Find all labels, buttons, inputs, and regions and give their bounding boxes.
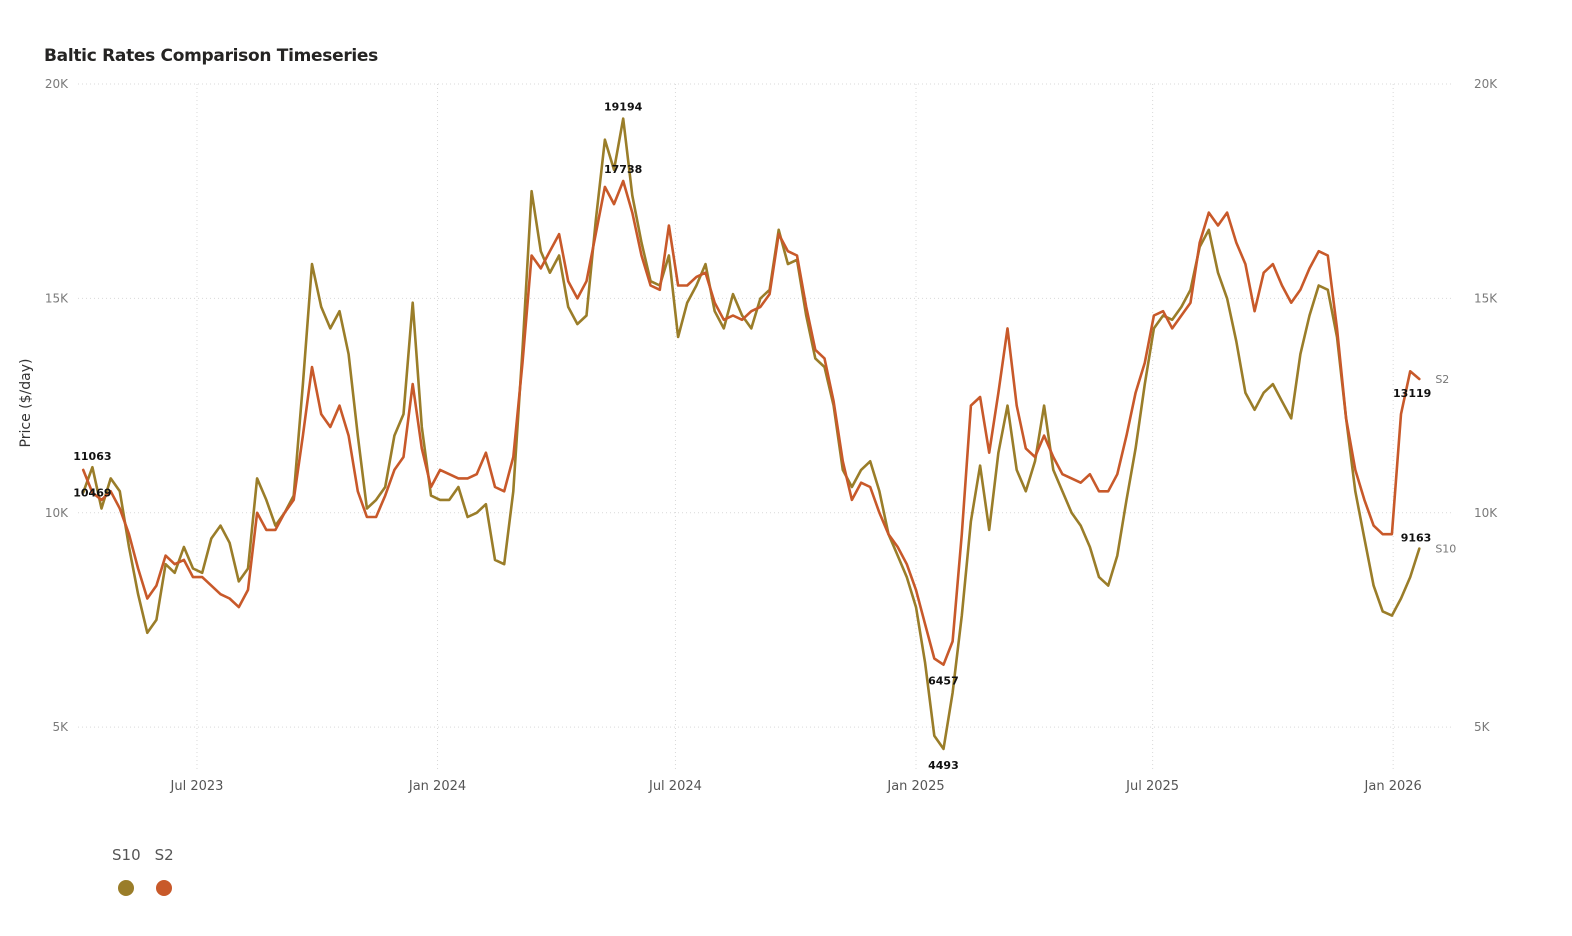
x-tick-label: Jul 2024 <box>648 779 702 794</box>
y-tick-label-right: 20K <box>1474 77 1498 91</box>
data-label-s2: 13119 <box>1393 387 1431 400</box>
data-labels: S10 S2 11063 10469 19194 17738 6457 4493 13119 91… <box>73 101 1456 772</box>
legend-marker-s10 <box>118 880 135 896</box>
y-tick-label-right: 5K <box>1474 720 1491 734</box>
x-tick-label: Jan 2026 <box>1364 779 1422 794</box>
data-label-s2: 6457 <box>928 675 959 688</box>
legend-label-s10: S10 <box>112 846 141 864</box>
legend-marker-s2 <box>156 880 173 896</box>
y-axis-title: Price ($/day) <box>18 359 34 448</box>
legend-label-s2: S2 <box>154 846 174 864</box>
legend-item-s2[interactable]: S2 <box>155 846 174 896</box>
x-tick-label: Jan 2025 <box>886 779 944 794</box>
data-label-s10: 9163 <box>1401 532 1432 545</box>
x-tick-label: Jul 2025 <box>1125 779 1179 794</box>
data-label-s10: 4493 <box>928 759 959 772</box>
y-tick-label-left: 10K <box>45 506 69 520</box>
y-tick-label-left: 20K <box>45 77 69 91</box>
series-end-label-s10: S10 <box>1435 543 1456 556</box>
y-tick-label-left: 5K <box>52 720 69 734</box>
data-label-s2: 17738 <box>604 163 642 176</box>
y-tick-label-right: 15K <box>1474 291 1498 305</box>
y-tick-label-right: 10K <box>1474 506 1498 520</box>
legend-item-s10[interactable]: S10 <box>112 846 141 896</box>
y-tick-label-left: 15K <box>45 291 69 305</box>
chart-title: Baltic Rates Comparison Timeseries <box>44 46 378 66</box>
x-tick-label: Jan 2024 <box>408 779 466 794</box>
series-end-label-s2: S2 <box>1435 373 1449 386</box>
series-lines <box>81 117 1421 751</box>
x-tick-label: Jul 2023 <box>170 779 224 794</box>
axes: 5K 5K 10K 10K 15K 15K 20K 20K Jul 2023 Jan 2024 Ju… <box>18 77 1498 794</box>
series-line-s10 <box>81 117 1421 751</box>
data-label-s10: 11063 <box>73 450 111 463</box>
data-label-s2: 10469 <box>73 487 111 500</box>
data-label-s10: 19194 <box>604 101 643 114</box>
legend: S10 S2 <box>112 846 174 896</box>
series-line-s2 <box>81 179 1421 666</box>
grid-lines <box>78 83 1452 770</box>
